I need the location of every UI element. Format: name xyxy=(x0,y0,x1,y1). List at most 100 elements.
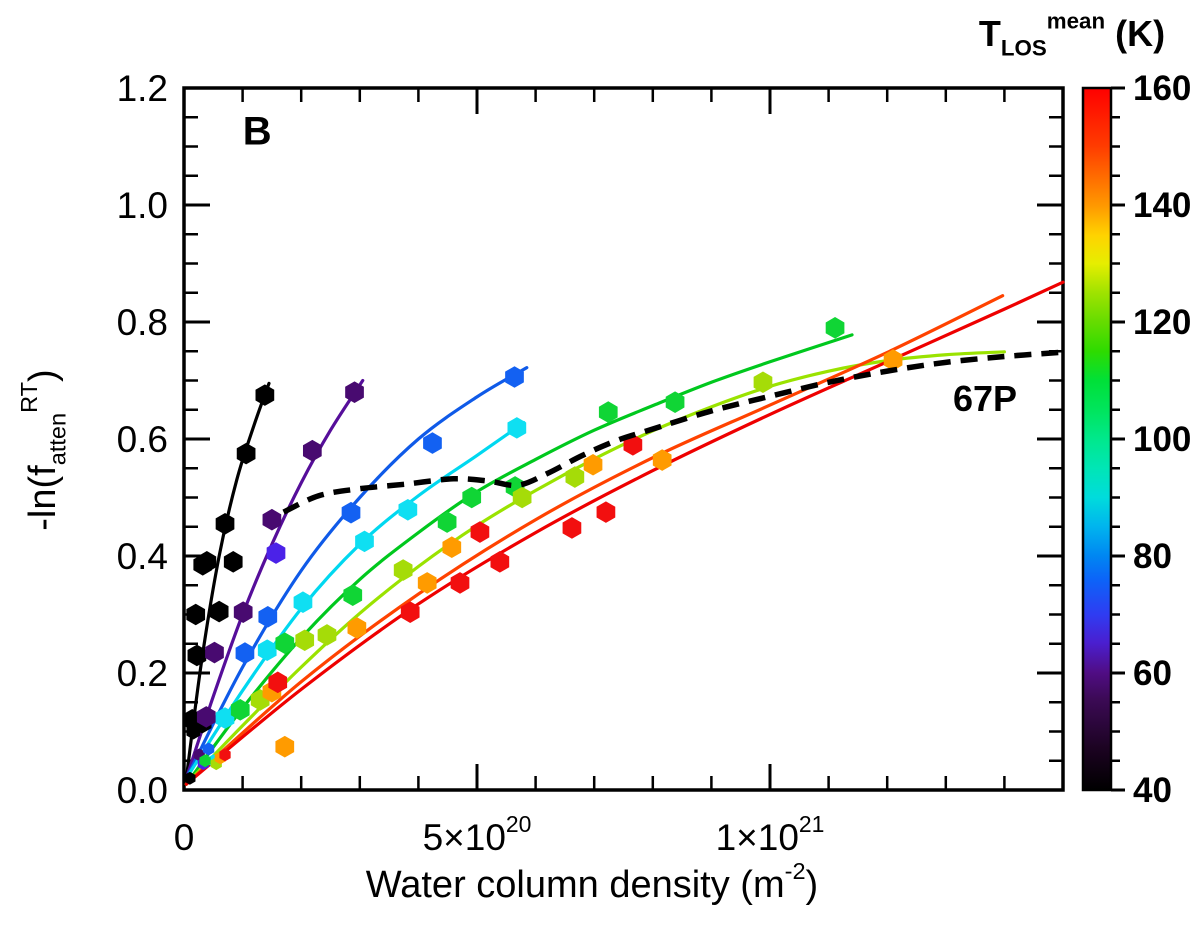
hex-marker xyxy=(490,551,510,573)
hex-marker xyxy=(293,591,313,614)
hex-marker xyxy=(355,530,374,553)
hex-marker xyxy=(596,501,616,523)
series-orange-135K xyxy=(214,349,903,765)
hex-marker xyxy=(219,748,231,762)
annotations: B 67P xyxy=(243,110,1017,419)
data-markers xyxy=(182,317,903,785)
hex-marker xyxy=(343,584,363,606)
hex-marker xyxy=(423,432,442,454)
hex-marker xyxy=(197,551,217,573)
y-tick-label: 0.6 xyxy=(117,419,168,460)
hex-marker xyxy=(199,754,211,768)
x-tick-label: 1×1021 xyxy=(716,811,825,858)
hex-marker xyxy=(512,486,532,509)
hex-marker xyxy=(202,742,215,756)
annotation-b: B xyxy=(243,110,272,154)
hex-marker xyxy=(825,317,845,339)
hex-marker xyxy=(507,417,527,439)
axis-ticks xyxy=(184,88,1063,790)
fit-curve-red-155K xyxy=(184,280,1065,786)
hex-marker xyxy=(505,366,524,388)
model-curve-67p xyxy=(282,349,1061,515)
colorbar-tick-label: 40 xyxy=(1133,771,1172,810)
fit-curve-orange-red-fit-145K xyxy=(184,294,1005,786)
hex-marker xyxy=(233,601,253,623)
hex-marker xyxy=(317,624,337,646)
hex-marker xyxy=(753,371,773,394)
hex-marker xyxy=(470,521,490,543)
series-blue-75K xyxy=(202,366,524,756)
hex-marker xyxy=(295,629,315,652)
colorbar-tick-label: 100 xyxy=(1133,420,1191,459)
hex-marker xyxy=(652,449,672,471)
hex-marker xyxy=(275,735,295,758)
hex-marker xyxy=(623,434,643,456)
colorbar-tick-label: 140 xyxy=(1133,186,1191,225)
colorbar-tick-label: 120 xyxy=(1133,303,1191,342)
y-tick-label: 1.2 xyxy=(117,68,168,109)
hex-marker xyxy=(236,442,256,465)
hex-marker xyxy=(268,671,288,694)
hex-marker xyxy=(462,486,482,509)
hex-marker xyxy=(258,606,278,628)
hex-marker xyxy=(398,498,418,521)
hex-marker xyxy=(230,699,250,721)
hex-marker xyxy=(196,706,216,728)
hex-marker xyxy=(598,401,618,423)
series-dark-purple-55K xyxy=(193,381,364,762)
hex-marker xyxy=(235,642,255,664)
hex-marker xyxy=(665,391,685,413)
y-tick-label: 0.2 xyxy=(117,653,168,694)
y-tick-label: 0.0 xyxy=(117,770,168,811)
series-chartreuse-115K xyxy=(210,371,773,771)
fit-curve-cyan-85K xyxy=(184,421,526,780)
colorbar: 160 140 120 100 80 60 40 xyxy=(1081,69,1191,810)
colorbar-gradient xyxy=(1083,88,1111,790)
hex-marker xyxy=(883,349,903,371)
hex-marker xyxy=(347,617,367,639)
colorbar-tick-label: 60 xyxy=(1133,654,1172,693)
hex-marker xyxy=(186,603,206,626)
hex-marker xyxy=(450,572,470,594)
y-tick-label: 0.8 xyxy=(117,302,168,343)
hex-marker xyxy=(302,439,322,462)
series-black-40K xyxy=(182,384,275,785)
fit-curve-green-100K xyxy=(184,333,854,786)
hex-marker xyxy=(400,601,420,623)
hex-marker xyxy=(442,536,462,559)
annotation-67p: 67P xyxy=(953,378,1017,419)
hex-marker xyxy=(345,381,364,403)
hex-marker xyxy=(215,513,235,535)
colorbar-tick-label: 160 xyxy=(1133,69,1191,108)
x-axis-title: Water column density (m-2) xyxy=(366,858,818,906)
hex-marker xyxy=(275,632,295,654)
hex-marker xyxy=(562,517,582,539)
hex-marker xyxy=(437,511,457,533)
hex-marker xyxy=(583,453,603,476)
hex-marker xyxy=(341,501,361,524)
hex-marker xyxy=(205,641,224,664)
hex-marker xyxy=(393,559,413,581)
y-tick-label: 1.0 xyxy=(117,185,168,226)
colorbar-title: TLOSmean (K) xyxy=(979,9,1165,61)
series-red-155K xyxy=(219,434,643,762)
hex-marker xyxy=(262,508,282,531)
y-tick-label: 0.4 xyxy=(117,536,168,577)
hex-marker xyxy=(565,466,585,488)
hex-marker xyxy=(223,551,243,573)
hex-marker xyxy=(215,707,235,729)
x-tick-label: 5×1020 xyxy=(423,811,532,858)
hex-marker xyxy=(184,771,196,785)
hex-marker xyxy=(209,600,229,623)
y-axis-title: -ln(fattenRT) xyxy=(16,369,71,530)
colorbar-tick-label: 80 xyxy=(1133,537,1172,576)
hex-marker xyxy=(187,644,207,667)
hex-marker xyxy=(266,542,286,564)
hex-marker xyxy=(417,572,437,594)
fit-curve-black-40K xyxy=(184,381,271,780)
hex-marker xyxy=(257,639,277,661)
axis-tick-labels: 0 5×1020 1×1021 0.0 0.2 0.4 0.6 0.8 1.0 1.2 xyxy=(117,68,825,858)
x-tick-label: 0 xyxy=(174,817,195,858)
